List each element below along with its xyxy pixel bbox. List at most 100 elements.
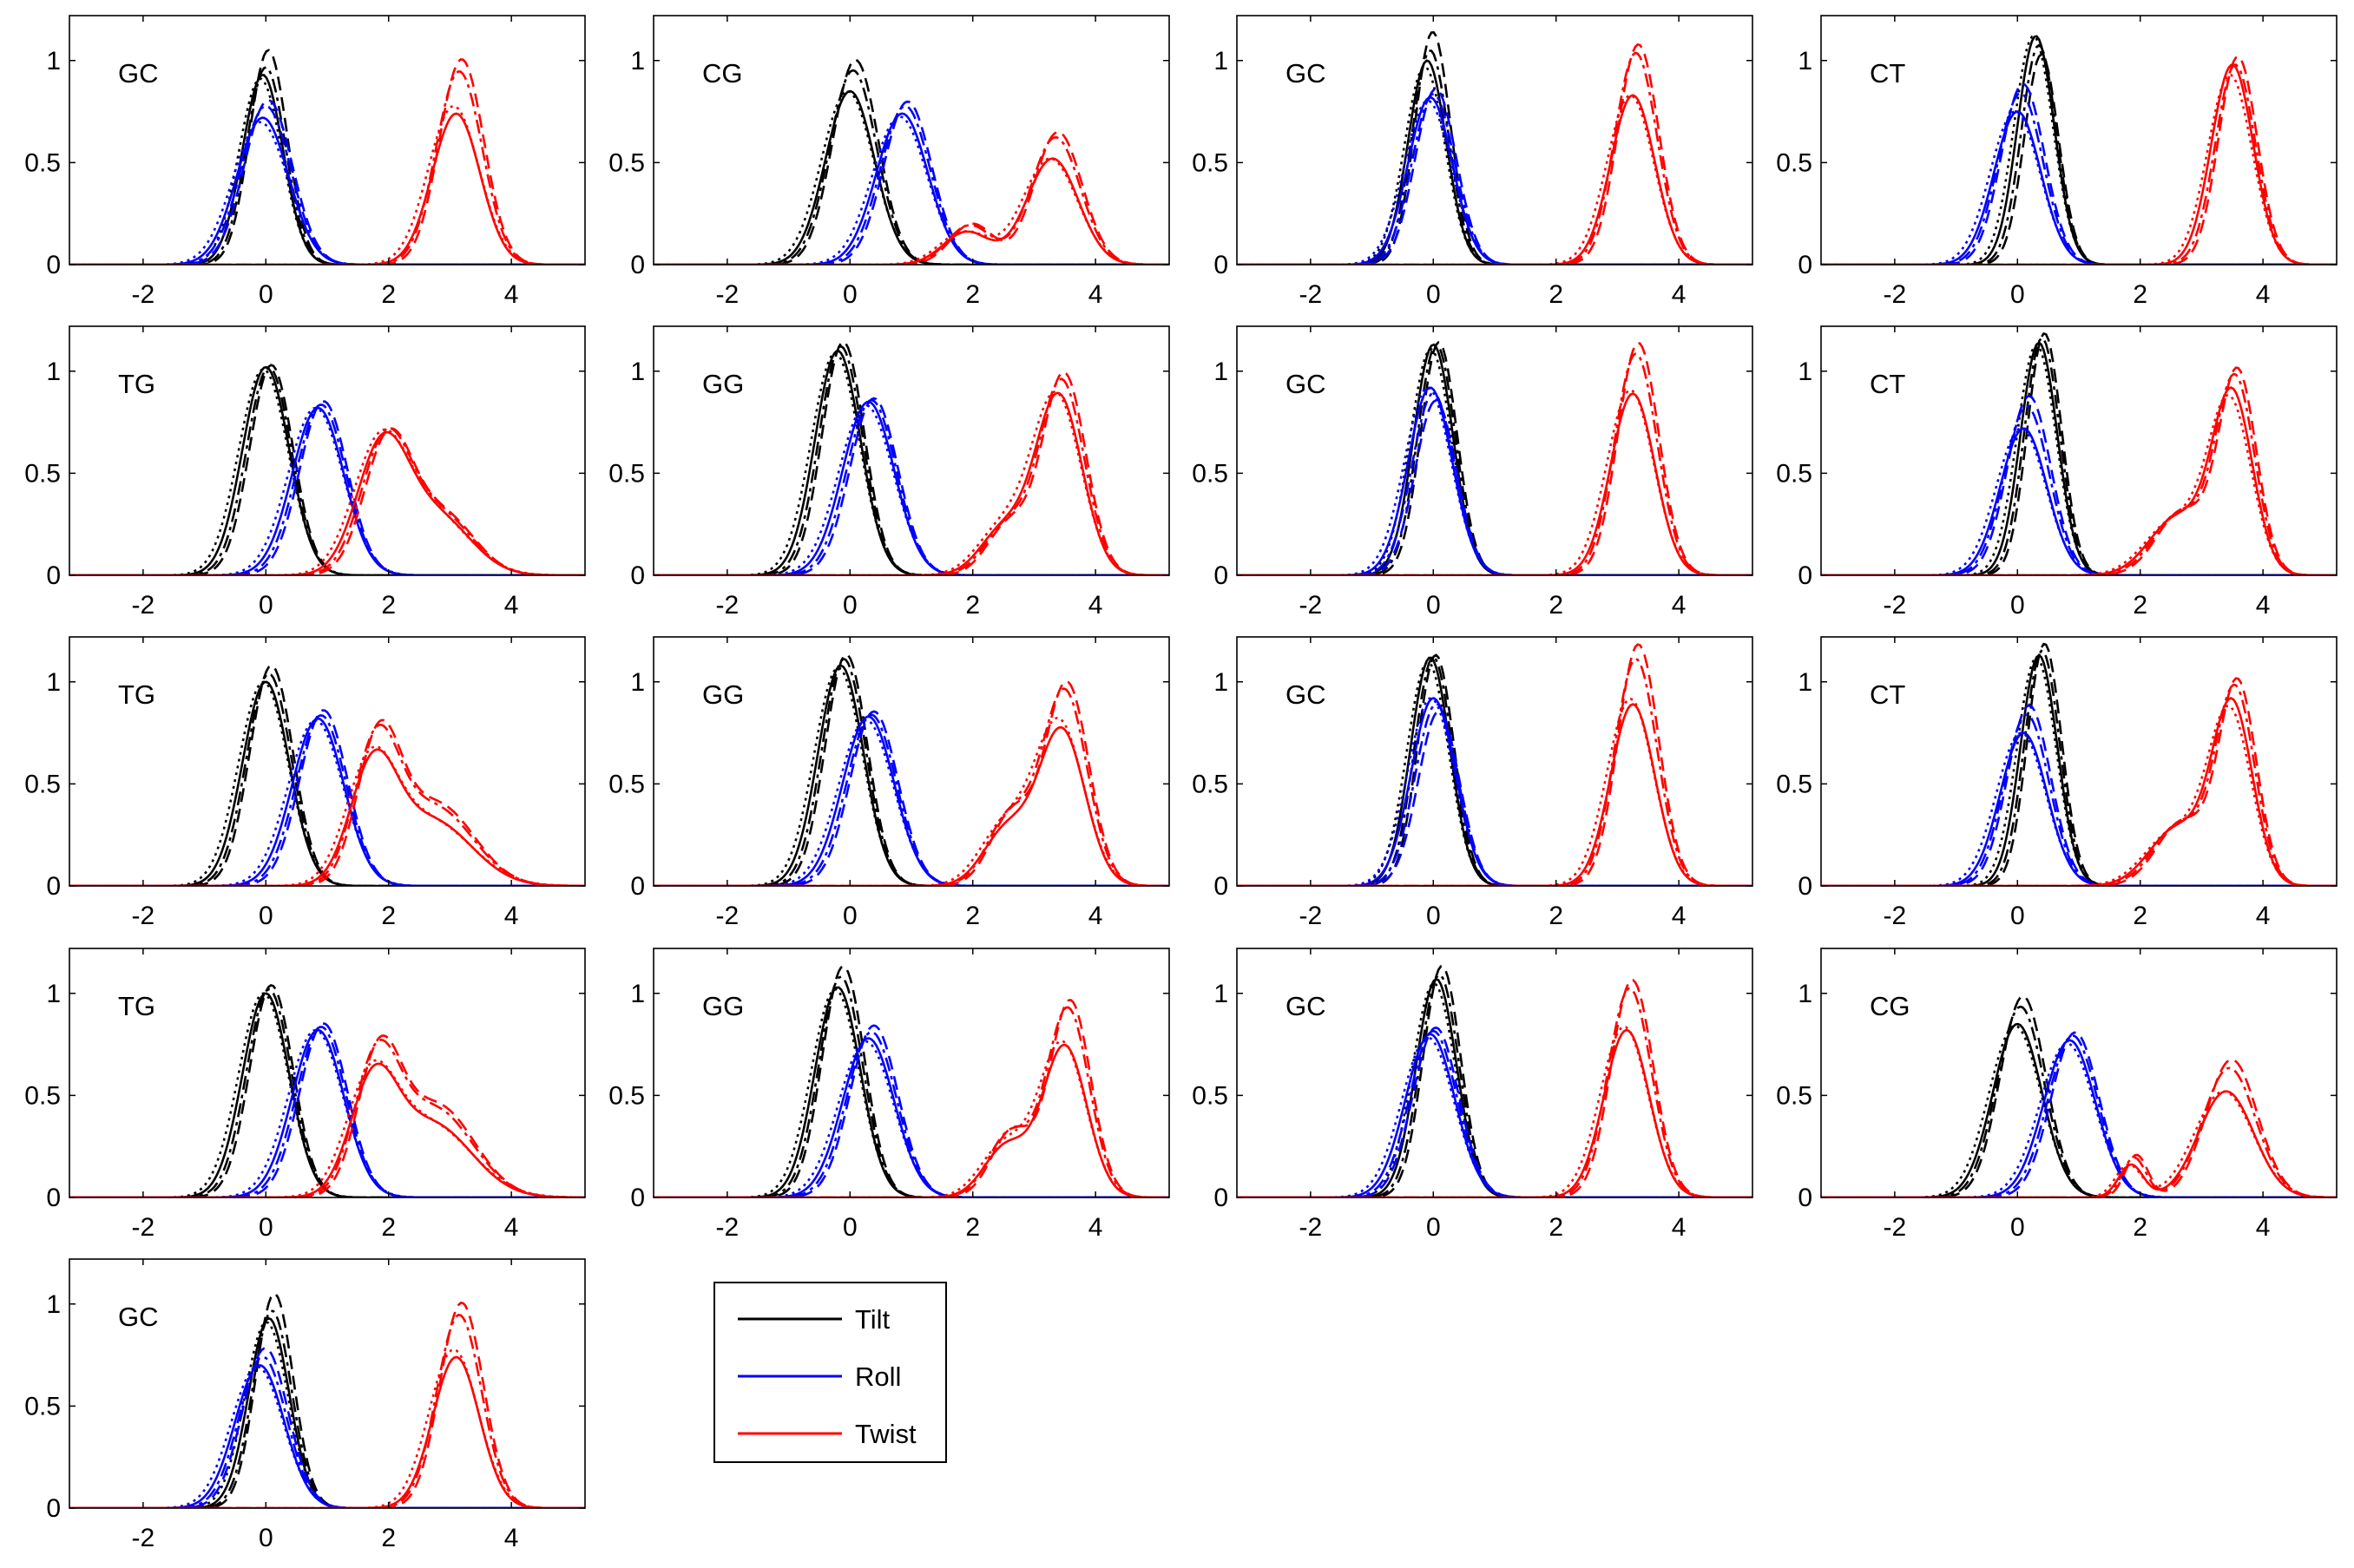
panel-title: TG [118, 679, 155, 710]
x-tick-label: -2 [1884, 1213, 1907, 1242]
curve-roll-dashdot [69, 403, 585, 575]
curve-twist-solid [69, 112, 585, 265]
x-tick-label: -2 [1299, 1213, 1323, 1242]
x-tick-label: 2 [2133, 280, 2147, 309]
curve-roll-dashed [1237, 399, 1752, 575]
x-tick-label: 4 [1088, 280, 1103, 309]
panel-curves [1821, 35, 2337, 265]
y-tick-label: 0 [1798, 1184, 1812, 1212]
x-tick-label: -2 [1884, 280, 1907, 309]
x-tick-label: 0 [2010, 280, 2025, 309]
curve-tilt-dashdot [1821, 649, 2337, 886]
curve-roll-solid [69, 406, 585, 575]
panel-title: TG [118, 991, 155, 1021]
curve-tilt-dotted [69, 77, 585, 265]
x-tick-label: -2 [1299, 902, 1323, 930]
curve-tilt-dotted [654, 988, 1169, 1197]
curve-twist-dashed [69, 58, 585, 265]
x-tick-label: -2 [132, 902, 155, 930]
curve-tilt-dotted [1821, 35, 2337, 265]
curve-twist-dotted [1237, 698, 1752, 886]
curve-roll-solid [654, 112, 1169, 265]
curve-tilt-dashdot [69, 987, 585, 1197]
x-tick-label: 4 [504, 902, 519, 930]
curve-tilt-dashed [1821, 994, 2337, 1197]
x-tick-label: 2 [965, 280, 980, 309]
y-tick-label: 0.5 [24, 1392, 61, 1420]
curve-roll-solid [654, 400, 1169, 575]
x-tick-label: 4 [504, 280, 519, 309]
y-tick-label: 1 [1798, 47, 1812, 75]
panel-8: -2 0 2 4 0 0.5 1 CT [1776, 325, 2338, 620]
curve-tilt-dashed [1821, 331, 2337, 575]
x-tick-label: -2 [716, 280, 740, 309]
panel-curves [654, 964, 1169, 1197]
y-tick-label: 0.5 [608, 459, 645, 488]
panel-curves [69, 664, 585, 886]
y-tick-label: 1 [630, 47, 645, 75]
curve-roll-dotted [69, 406, 585, 575]
x-tick-label: 4 [1088, 902, 1103, 930]
y-tick-label: 0.5 [608, 1081, 645, 1110]
x-tick-label: 4 [2256, 1213, 2271, 1242]
curve-twist-solid [1237, 1028, 1752, 1197]
y-tick-label: 0.5 [1776, 770, 1812, 798]
y-tick-label: 1 [1798, 358, 1812, 386]
curve-twist-solid [654, 725, 1169, 886]
curve-twist-dotted [1237, 389, 1752, 575]
curve-roll-dotted [69, 121, 585, 265]
curve-tilt-solid [1237, 59, 1752, 265]
curve-tilt-dotted [69, 1321, 585, 1508]
y-tick-label: 1 [1798, 668, 1812, 697]
y-tick-label: 0 [630, 561, 645, 590]
curve-twist-dashed [654, 130, 1169, 265]
curve-tilt-solid [69, 74, 585, 265]
curve-tilt-dashdot [69, 672, 585, 886]
x-tick-label: -2 [132, 1213, 155, 1242]
y-tick-label: 1 [630, 668, 645, 697]
x-tick-label: 2 [1549, 1213, 1563, 1242]
curve-twist-solid [1237, 392, 1752, 575]
curve-roll-solid [1821, 427, 2337, 575]
y-tick-label: 0.5 [1776, 1081, 1812, 1110]
curve-twist-dotted [69, 104, 585, 265]
y-tick-label: 0 [46, 1494, 61, 1523]
x-tick-label: 0 [1426, 1213, 1441, 1242]
curve-twist-dashdot [1237, 987, 1752, 1197]
curve-roll-dashed [654, 100, 1169, 265]
x-tick-label: 4 [2256, 902, 2271, 930]
curve-twist-dotted [654, 157, 1169, 265]
y-tick-label: 0 [1798, 872, 1812, 901]
y-tick-label: 0.5 [1776, 459, 1812, 488]
curve-twist-solid [69, 1062, 585, 1197]
panel-11: -2 0 2 4 0 0.5 1 GC [1192, 636, 1753, 930]
panel-grid: -2 0 2 4 0 0.5 1 GC -2 0 2 4 0 0.5 1 CG -2 0 2 4 0 0.5 1 GC -2 0 2… [24, 15, 2338, 1552]
x-tick-label: -2 [716, 591, 740, 620]
y-tick-label: 0.5 [608, 770, 645, 798]
panel-title: GC [1285, 369, 1326, 399]
curve-roll-dashdot [1821, 1034, 2337, 1197]
x-tick-label: -2 [1884, 902, 1907, 930]
curve-twist-solid [69, 748, 585, 886]
curve-roll-dashdot [1237, 92, 1752, 265]
curve-twist-dotted [69, 428, 585, 575]
curve-roll-dashdot [654, 104, 1169, 265]
curve-twist-solid [1821, 1090, 2337, 1197]
panel-axes-box [1820, 325, 2338, 576]
curve-tilt-dashdot [654, 69, 1169, 265]
legend-label-roll: Roll [855, 1361, 901, 1392]
curve-tilt-solid [69, 1316, 585, 1508]
y-tick-label: 0.5 [1192, 770, 1228, 798]
curve-roll-dashdot [654, 713, 1169, 886]
y-tick-label: 1 [630, 358, 645, 386]
curve-roll-dashed [1821, 1031, 2337, 1197]
x-tick-label: 2 [965, 902, 980, 930]
panel-curves [1237, 340, 1752, 575]
y-tick-label: 0.5 [24, 770, 61, 798]
x-tick-label: 0 [259, 1524, 273, 1552]
curve-tilt-dotted [654, 89, 1169, 265]
curve-twist-dashed [69, 718, 585, 886]
curve-roll-dashed [654, 1024, 1169, 1197]
curve-twist-dashdot [654, 687, 1169, 886]
panel-axes-box [1236, 15, 1753, 266]
